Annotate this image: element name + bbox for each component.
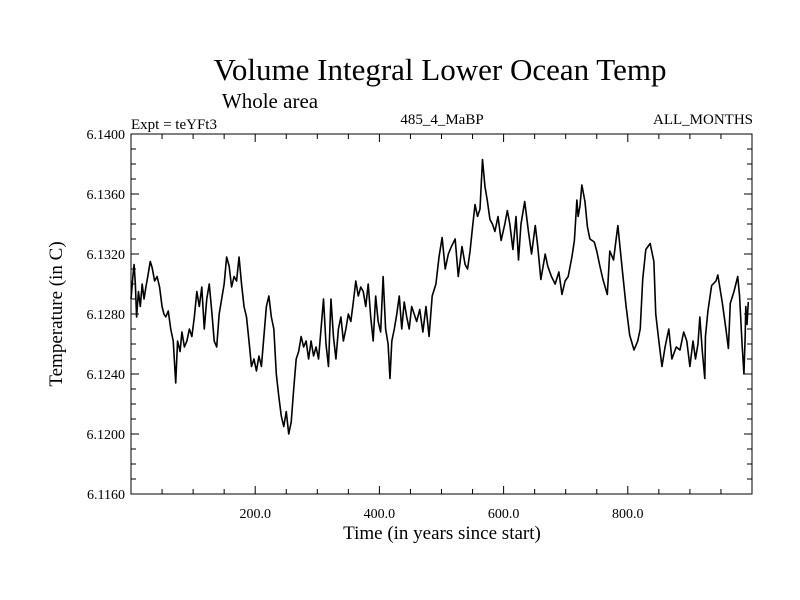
chart-title: Volume Integral Lower Ocean Temp [214,52,667,87]
months-label: ALL_MONTHS [653,112,753,128]
series-line [130,158,750,435]
y-tick-label: 6.1360 [87,188,126,203]
plot-frame [130,133,753,495]
y-tick-label: 6.1400 [87,128,126,143]
x-axis-label: Time (in years since start) [343,523,541,544]
period-label: 485_4_MaBP [400,112,483,128]
y-tick-label: 6.1240 [87,368,126,383]
axis-ticks [131,134,752,494]
tick-labels: 200.0 400.0 600.0 800.0 6.1160 6.1200 6.1240 6.… [87,128,644,522]
y-tick-label: 6.1200 [87,428,126,443]
x-tick-label: 200.0 [239,507,271,522]
y-axis-label: Temperature (in C) [46,241,67,386]
y-tick-label: 6.1280 [87,308,126,323]
experiment-label: Expt = teYFt3 [131,117,217,133]
chart-subtitle: Whole area [222,89,319,113]
y-tick-label: 6.1320 [87,248,126,263]
y-tick-label: 6.1160 [87,488,125,503]
x-tick-label: 800.0 [612,507,644,522]
x-tick-label: 600.0 [488,507,520,522]
x-tick-label: 400.0 [364,507,396,522]
